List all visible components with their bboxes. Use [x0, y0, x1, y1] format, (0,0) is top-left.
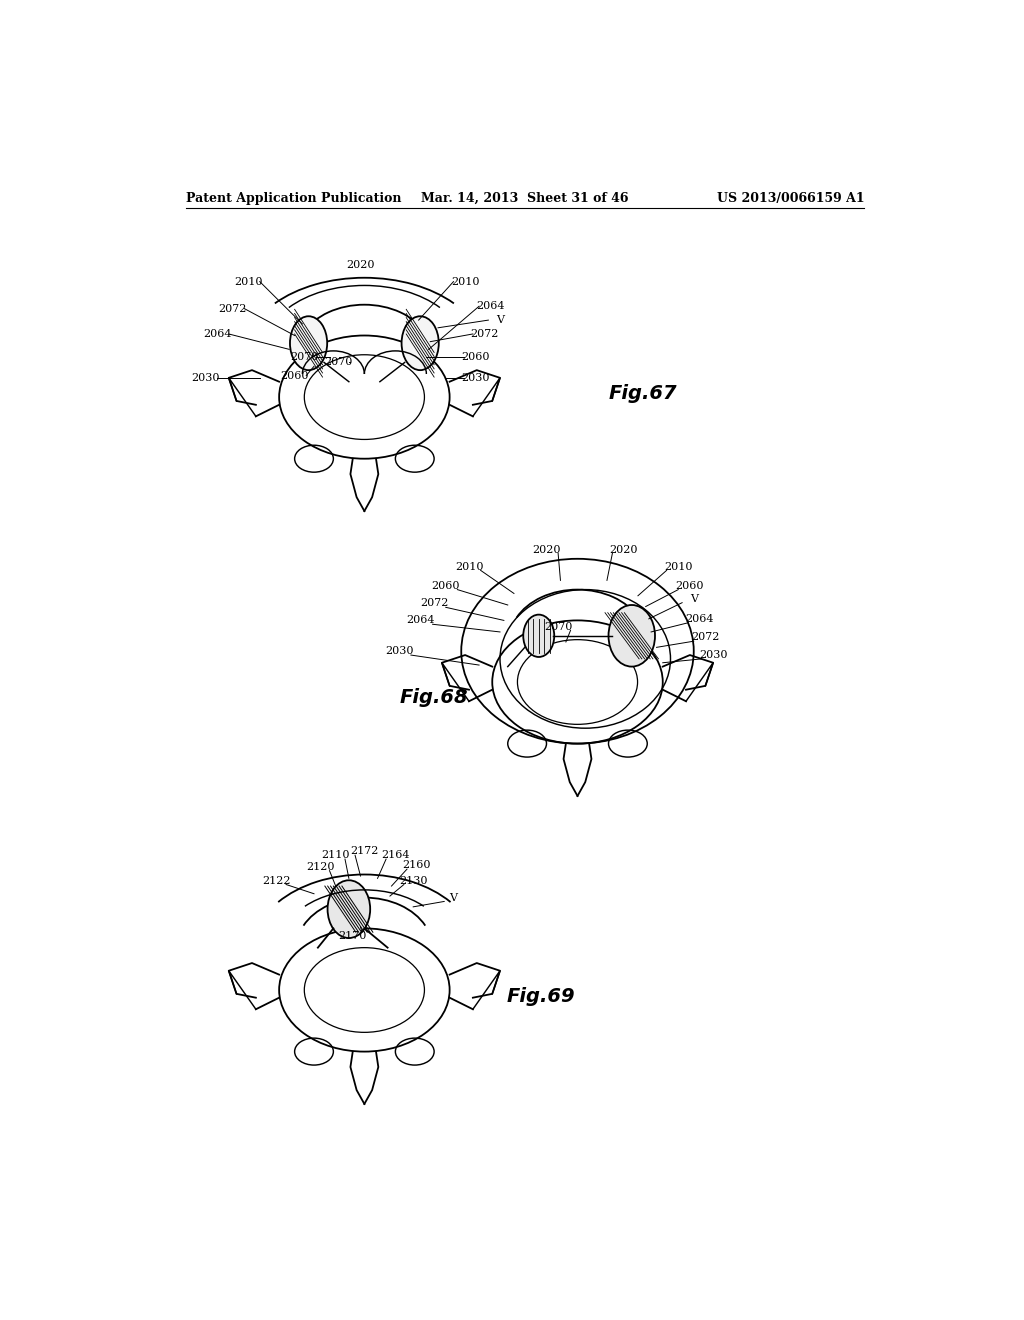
Text: 2122: 2122: [262, 875, 291, 886]
Text: 2010: 2010: [664, 561, 692, 572]
Text: 2030: 2030: [191, 372, 220, 383]
Text: 2060: 2060: [461, 352, 489, 362]
Text: V: V: [690, 594, 697, 603]
Text: Fig.67: Fig.67: [608, 384, 677, 403]
Text: Fig.68: Fig.68: [399, 688, 468, 708]
Text: 2030: 2030: [385, 647, 414, 656]
Ellipse shape: [608, 605, 655, 667]
Text: 2064: 2064: [407, 615, 435, 626]
Text: 2010: 2010: [233, 277, 262, 286]
Text: 2064: 2064: [476, 301, 505, 312]
Text: 2072: 2072: [691, 632, 720, 643]
Text: Patent Application Publication: Patent Application Publication: [186, 191, 401, 205]
Text: 2070: 2070: [291, 352, 318, 362]
Text: 2070: 2070: [325, 358, 353, 367]
Text: 2060: 2060: [281, 371, 309, 380]
Text: 2030: 2030: [461, 372, 489, 383]
Text: 2072: 2072: [470, 329, 499, 339]
Text: 2072: 2072: [218, 304, 247, 314]
Text: V: V: [496, 315, 504, 325]
Text: 2064: 2064: [203, 329, 231, 339]
Text: 2120: 2120: [306, 862, 335, 871]
Text: 2010: 2010: [455, 561, 483, 572]
Ellipse shape: [290, 317, 328, 370]
Text: 2130: 2130: [399, 875, 427, 886]
Text: 2020: 2020: [609, 545, 638, 554]
Text: 2164: 2164: [381, 850, 410, 861]
Text: Fig.69: Fig.69: [506, 986, 574, 1006]
Text: 2072: 2072: [420, 598, 449, 609]
Text: 2030: 2030: [698, 649, 727, 660]
Text: 2070: 2070: [545, 622, 573, 631]
Text: 2060: 2060: [431, 581, 460, 591]
Text: 2064: 2064: [686, 614, 714, 624]
Text: 2020: 2020: [532, 545, 561, 554]
Text: 2060: 2060: [676, 581, 705, 591]
Text: Mar. 14, 2013  Sheet 31 of 46: Mar. 14, 2013 Sheet 31 of 46: [421, 191, 629, 205]
Ellipse shape: [523, 615, 554, 657]
Text: 2170: 2170: [339, 931, 367, 941]
Text: V: V: [450, 892, 458, 903]
Text: US 2013/0066159 A1: US 2013/0066159 A1: [717, 191, 864, 205]
Ellipse shape: [401, 317, 438, 370]
Text: 2160: 2160: [402, 861, 430, 870]
Text: 2110: 2110: [322, 850, 350, 861]
Text: 2172: 2172: [350, 846, 379, 857]
Ellipse shape: [328, 880, 371, 939]
Text: 2020: 2020: [346, 260, 375, 269]
Text: 2010: 2010: [451, 277, 479, 286]
